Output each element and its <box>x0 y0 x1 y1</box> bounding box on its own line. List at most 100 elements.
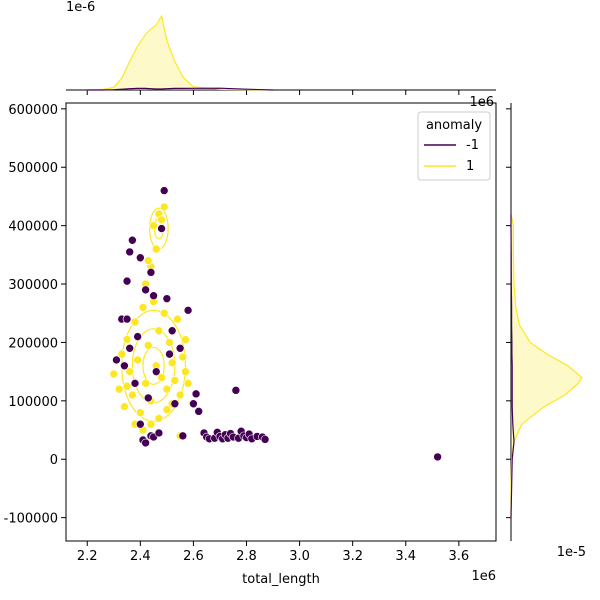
scatter-point-normal <box>157 373 166 382</box>
scatter-point-anomaly <box>136 253 145 263</box>
top-marginal-kde <box>66 14 496 91</box>
right-marginal-offset-label: 1e6 <box>469 95 494 110</box>
scatter-point-normal <box>157 215 166 225</box>
scatter-point-anomaly <box>125 247 135 257</box>
scatter-point-anomaly <box>231 386 241 395</box>
scatter-point-anomaly <box>133 332 142 341</box>
scatter-point-normal <box>170 376 180 385</box>
scatter-point-anomaly <box>157 224 166 233</box>
top-kde-line-normal <box>87 14 274 91</box>
top-marginal-offset-label: 1e-6 <box>66 0 95 15</box>
right-marginal-kde <box>510 103 583 541</box>
x-axis-ticks: 2.2 2.4 2.6 2.8 3.0 3.2 3.4 3.6 <box>77 90 469 564</box>
legend-title: anomaly <box>426 118 482 133</box>
scatter-point-normal <box>146 419 156 429</box>
y-tick-label: -100000 <box>4 512 58 527</box>
scatter-point-anomaly <box>162 294 172 303</box>
scatter-point-normal <box>136 408 145 417</box>
scatter-point-anomaly <box>143 393 153 403</box>
scatter-point-anomaly <box>178 431 188 441</box>
x-tick-label: 3.4 <box>395 549 416 564</box>
scatter-point-anomaly <box>194 407 204 416</box>
scatter-point-normal <box>162 405 172 414</box>
scatter-point-anomaly <box>146 268 156 277</box>
legend-label-neg: -1 <box>466 138 479 153</box>
x-tick-label: 2.4 <box>130 549 151 564</box>
top-kde-line-anomaly <box>87 87 274 91</box>
scatter-point-anomaly <box>191 389 201 399</box>
scatter-point-anomaly <box>128 235 137 245</box>
scatter-point-normal <box>125 367 135 376</box>
scatter-point-anomaly <box>183 306 193 315</box>
legend-label-pos: 1 <box>466 159 474 174</box>
x-tick-label: 2.2 <box>77 549 98 564</box>
top-kde-fill-normal <box>87 16 273 90</box>
scatter-point-normal <box>165 338 174 347</box>
scatter-point-normal <box>114 384 124 394</box>
scatter-point-normal <box>130 317 140 327</box>
scatter-point-normal <box>173 314 182 324</box>
scatter-point-normal <box>151 244 161 254</box>
scatter-point-anomaly <box>151 367 161 376</box>
scatter-point-anomaly <box>159 186 169 195</box>
y-tick-label: 500000 <box>8 161 58 176</box>
scatter-point-normal <box>181 367 190 376</box>
scatter-point-anomaly <box>165 349 174 359</box>
x-axis-label: total_length <box>242 572 320 587</box>
scatter-point-normal <box>138 303 148 312</box>
main-axes-border <box>65 102 497 542</box>
scatter-point-normal <box>122 335 132 344</box>
scatter-point-normal <box>128 390 137 400</box>
scatter-point-anomaly <box>141 438 150 448</box>
scatter-point-anomaly <box>122 314 132 324</box>
scatter-point-normal <box>162 384 172 394</box>
right-kde-line-anomaly <box>510 214 515 518</box>
scatter-point-normal <box>120 402 129 411</box>
x-offset-label: 1e6 <box>471 569 496 584</box>
scatter-point-anomaly <box>175 343 185 353</box>
y-tick-label: 0 <box>50 453 58 468</box>
scatter-point-normal <box>141 379 150 388</box>
x-tick-label: 2.6 <box>183 549 204 564</box>
right-kde-fill-normal <box>511 214 582 518</box>
scatter-point-normal <box>143 341 153 350</box>
x-tick-label: 3.6 <box>448 549 469 564</box>
scatter-point-anomaly <box>136 419 145 429</box>
scatter-point-normal <box>178 352 188 362</box>
y-tick-label: 400000 <box>8 220 58 235</box>
legend-box <box>417 111 491 181</box>
y-tick-label: 300000 <box>8 278 58 293</box>
scatter-point-anomaly <box>154 428 164 438</box>
scatter-point-anomaly <box>189 399 198 409</box>
scatter-point-anomaly <box>120 361 129 371</box>
legend: anomaly -1 1 <box>417 111 491 181</box>
scatter-point-normal <box>167 358 177 368</box>
scatter-point-anomaly <box>112 355 121 365</box>
scatter-point-normal <box>143 256 153 265</box>
scatter-point-normal <box>133 355 142 365</box>
right-marginal-x-offset-label: 1e-5 <box>557 545 586 560</box>
scatter-point-normal <box>117 349 127 359</box>
y-tick-label: 100000 <box>8 395 58 410</box>
y-axis-ticks: -100000 0 100000 200000 300000 400000 500000 60… <box>4 103 511 527</box>
scatter-point-normal <box>159 202 169 212</box>
scatter-points <box>109 186 442 462</box>
scatter-point-normal <box>154 414 164 423</box>
scatter-point-anomaly <box>167 326 177 336</box>
y-tick-label: 200000 <box>8 336 58 351</box>
scatter-point-anomaly <box>433 452 442 462</box>
scatter-point-normal <box>149 221 158 230</box>
scatter-point-anomaly <box>149 291 158 301</box>
scatter-point-anomaly <box>122 276 132 286</box>
scatter-point-anomaly <box>130 379 140 388</box>
scatter-point-anomaly <box>125 343 135 353</box>
scatter-point-normal <box>175 390 185 400</box>
x-tick-label: 2.8 <box>236 549 257 564</box>
y-tick-label: 600000 <box>8 103 58 118</box>
scatter-point-normal <box>181 335 190 344</box>
scatter-point-normal <box>183 379 193 388</box>
x-tick-label: 3.2 <box>342 549 363 564</box>
scatter-point-anomaly <box>260 435 270 444</box>
scatter-point-normal <box>159 308 169 318</box>
